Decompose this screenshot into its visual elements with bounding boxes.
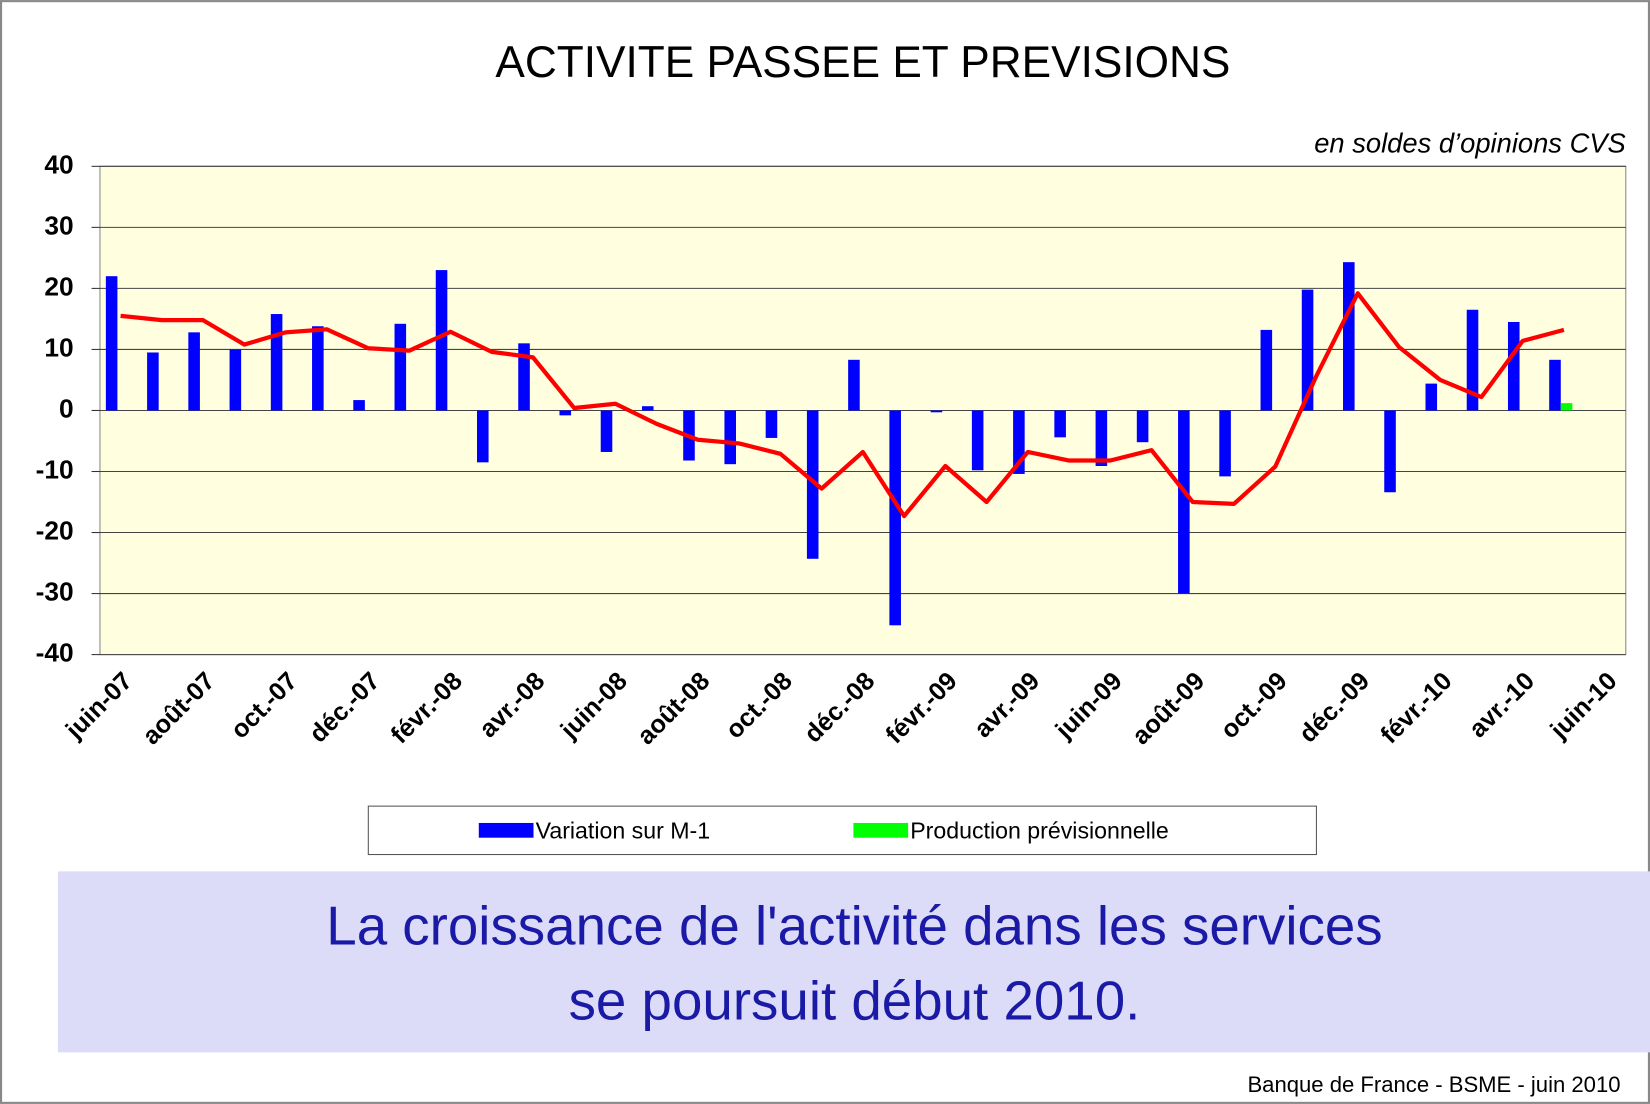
bar [1560,403,1573,411]
bar [518,343,530,411]
bar [1549,359,1561,411]
legend-swatch [478,822,534,838]
y-tick-label: 10 [44,332,73,362]
bar [105,276,118,411]
y-tick-label: -30 [36,577,74,607]
headline: La croissance de l'activité dans les ser… [326,895,1382,957]
y-tick-label: -20 [36,515,74,545]
bar [848,359,860,411]
bar [724,410,737,465]
bar [930,410,943,413]
bar [477,410,489,463]
source: Banque de France - BSME - juin 2010 [1247,1072,1620,1097]
bar [1466,309,1479,411]
headline: se poursuit début 2010. [569,969,1141,1031]
bar [1136,410,1149,443]
bar [1054,410,1066,438]
bar [1425,383,1438,411]
bar [765,410,778,438]
bar [147,352,159,411]
bar [1301,289,1314,411]
y-tick-label: 30 [44,210,73,240]
headline-box [57,871,1650,1053]
bar [806,410,819,559]
bar [1095,410,1108,467]
bar [559,410,572,416]
legend-swatch [853,822,909,838]
y-tick-label: 0 [59,393,74,423]
chart-title: ACTIVITE PASSEE ET PREVISIONS [495,38,1230,87]
bar [394,323,407,411]
bar [600,410,613,452]
bar [971,410,984,471]
legend-label: Variation sur M-1 [536,818,710,844]
bar [435,270,448,411]
bar [1178,410,1190,594]
line-series [120,291,1565,519]
y-tick-label: -40 [36,638,74,668]
bar [270,314,283,411]
bar [312,326,324,411]
bar [353,400,365,411]
bar [1507,321,1520,411]
y-tick-label: -10 [36,454,74,484]
y-tick-label: 20 [44,271,73,301]
bar [1343,262,1355,411]
bar [641,406,654,411]
bar [889,410,901,626]
bar [229,349,242,411]
bar [1260,329,1273,411]
y-tick-label: 40 [44,149,73,179]
bar [1013,410,1025,474]
legend-label: Production prévisionnelle [910,818,1169,844]
chart-subtitle: en soldes d’opinions CVS [1314,128,1626,159]
bar [188,332,200,411]
bar [1384,410,1396,493]
bar [1219,410,1231,477]
